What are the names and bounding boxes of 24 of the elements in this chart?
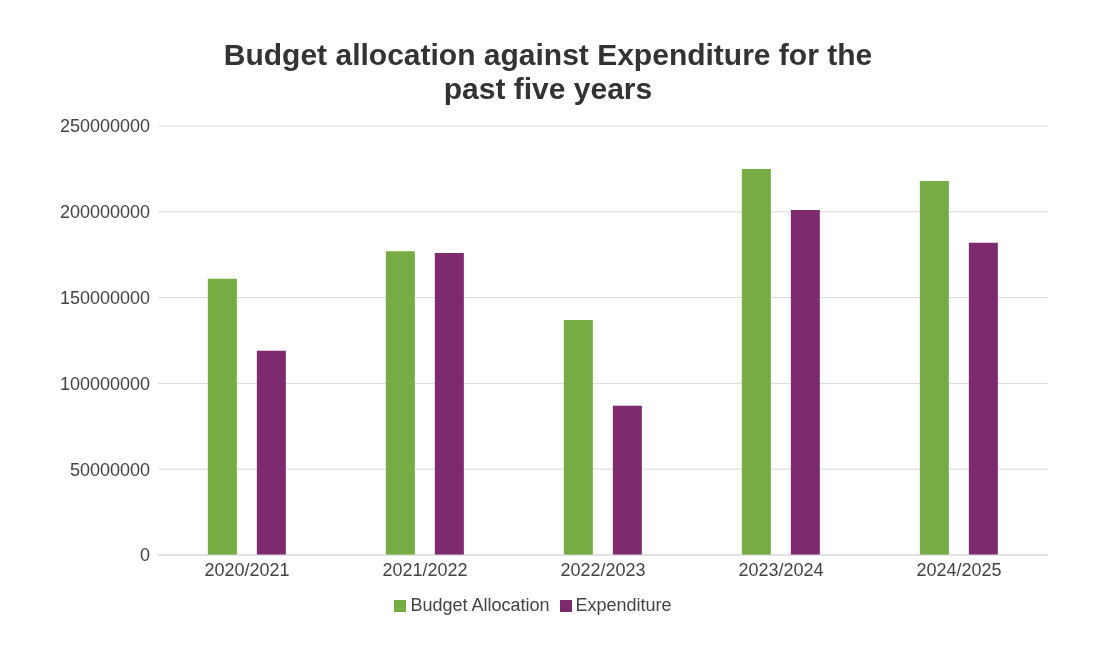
bar [256,350,286,555]
x-tick-label: 2022/2023 [560,559,646,580]
x-tick-label: 2023/2024 [738,559,824,580]
bar [434,252,464,555]
bar [385,251,415,555]
x-tick-label: 2020/2021 [204,559,290,580]
y-tick-label: 100000000 [59,373,150,394]
y-tick-label: 0 [139,545,150,566]
bar [790,210,820,555]
bar [919,180,949,555]
legend-label: Expenditure [575,595,672,615]
y-tick-label: 150000000 [59,287,150,308]
legend-label: Budget Allocation [410,595,550,615]
bar [207,278,237,555]
y-tick-label: 200000000 [59,202,150,223]
y-tick-label: 50000000 [69,459,150,480]
chart-title: Budget allocation against Expenditure for the past five years [222,37,874,106]
bar [968,242,998,555]
x-tick-label: 2021/2022 [382,559,468,580]
x-tick-label: 2024/2025 [916,559,1002,580]
bar [612,405,642,555]
bar [741,168,771,555]
y-tick-label: 250000000 [59,116,150,137]
bar [563,319,593,555]
